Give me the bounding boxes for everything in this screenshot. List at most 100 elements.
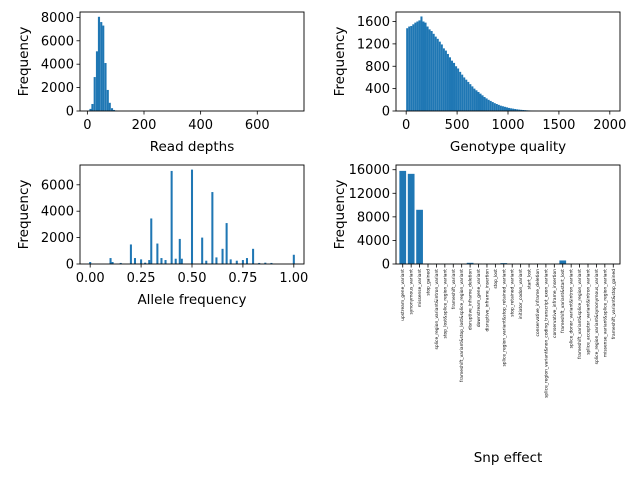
bars: [87, 16, 118, 112]
bar-44: [493, 103, 496, 111]
bar-11: [156, 243, 159, 264]
bar-57: [520, 109, 523, 111]
bar-9: [104, 63, 107, 111]
bar-25: [229, 259, 232, 264]
x-tick-label: 0.00: [76, 271, 105, 286]
x-axis-label: Genotype quality: [450, 139, 566, 155]
bar-5: [129, 244, 132, 264]
category-label: downstream_gene_variant: [476, 269, 482, 327]
bar-24: [453, 62, 456, 111]
bar-11: [426, 26, 429, 111]
bar-10: [424, 22, 427, 112]
x-tick-label: 1500: [542, 118, 575, 133]
bar-40: [485, 98, 488, 111]
bar-6: [97, 16, 101, 111]
bar-13: [112, 109, 116, 111]
bar-1: [89, 262, 92, 264]
bar-23: [221, 248, 224, 264]
bar-49: [503, 106, 506, 111]
x-tick-label: 200: [132, 118, 157, 133]
bar-20: [444, 50, 447, 111]
bar-43: [491, 102, 494, 111]
bar-1: [406, 28, 409, 111]
bar-31: [467, 81, 470, 111]
bar-3: [416, 209, 423, 264]
category-label: stop_gained: [426, 269, 432, 296]
bar-18: [190, 169, 194, 264]
bar-56: [518, 109, 521, 111]
bar-2: [408, 26, 411, 111]
bar-3: [410, 25, 413, 112]
bar-22: [215, 257, 218, 264]
bar-51: [508, 107, 511, 111]
bar-21: [446, 53, 449, 111]
bar-11: [108, 102, 111, 111]
y-axis-label: Frequency: [16, 180, 32, 250]
bar-8: [420, 16, 423, 111]
category-label: disruptive_inframe_deletion: [468, 269, 474, 330]
bar-54: [514, 108, 517, 111]
y-tick-label: 1200: [357, 37, 390, 52]
bar-35: [475, 90, 478, 111]
bar-7: [140, 259, 143, 264]
bar-24: [225, 223, 228, 264]
category-label: conservative_inframe_deletion: [535, 269, 541, 337]
y-tick-label: 0: [382, 258, 390, 273]
y-tick-label: 1600: [357, 15, 390, 30]
x-tick-label: 0: [402, 118, 410, 133]
bar-18: [440, 44, 443, 111]
category-label: stop_retained_variant: [510, 269, 516, 317]
chart-panel-3: 0 2000 4000 6000 0.00 0.25 0.50 0.75 1.00 Allele …: [16, 164, 308, 308]
bar-52: [510, 108, 513, 111]
bar-30: [465, 79, 468, 111]
bar-28: [245, 258, 248, 264]
bar-26: [457, 68, 460, 111]
bar-5: [95, 51, 99, 111]
bar-50: [505, 107, 508, 111]
bar-16: [178, 238, 181, 264]
plot-frame: [395, 164, 621, 265]
bar-48: [501, 106, 504, 111]
category-label: frameshift_variant&stop_lost&splice_regi…: [459, 269, 465, 382]
category-label: frameshift_variant&start_lost: [560, 269, 566, 333]
bar-2: [109, 258, 112, 264]
y-tick-label: 4000: [41, 205, 74, 220]
bar-34: [473, 88, 476, 111]
bar-15: [174, 258, 177, 264]
bar-8: [102, 25, 105, 111]
bar-30: [258, 262, 261, 264]
y-tick-label: 800: [365, 60, 390, 75]
bar-33: [471, 86, 474, 111]
bar-10: [106, 89, 109, 111]
bar-39: [483, 97, 486, 111]
x-axis-label: Allele frequency: [137, 292, 246, 308]
category-label: splice_region_variant&synonymous_variant: [594, 269, 600, 365]
bar-55: [516, 109, 519, 111]
y-tick-label: 2000: [41, 231, 74, 246]
bar-2: [89, 108, 92, 111]
plot-frame: [79, 11, 305, 112]
y-tick-label: 8000: [357, 210, 390, 225]
bar-19: [442, 48, 445, 111]
bar-9: [148, 260, 151, 264]
bar-14: [170, 170, 173, 264]
y-axis-label: Frequency: [332, 180, 348, 250]
bar-12: [160, 258, 163, 264]
bar-27: [459, 71, 462, 111]
bar-9: [466, 262, 474, 264]
bar-15: [434, 36, 437, 111]
y-tick-label: 2000: [41, 81, 74, 96]
chart-panel-4: 0 4000 8000 12000 16000 upstream_gene_variant…: [332, 163, 621, 466]
bar-8: [144, 262, 147, 264]
bar-12: [110, 108, 114, 111]
bar-47: [499, 105, 502, 111]
category-label: frameshift_variant&splice_region_variant: [577, 269, 583, 359]
y-tick-label: 6000: [41, 34, 74, 49]
bar-5: [414, 22, 417, 112]
y-axis-label: Frequency: [332, 27, 348, 97]
y-tick-label: 0: [382, 105, 390, 120]
chart-panel-2: 0 400 800 1200 1600 0 500 1000 1500 2000 Genotype …: [332, 11, 626, 155]
bar-26: [235, 260, 238, 264]
bar-36: [477, 91, 480, 111]
